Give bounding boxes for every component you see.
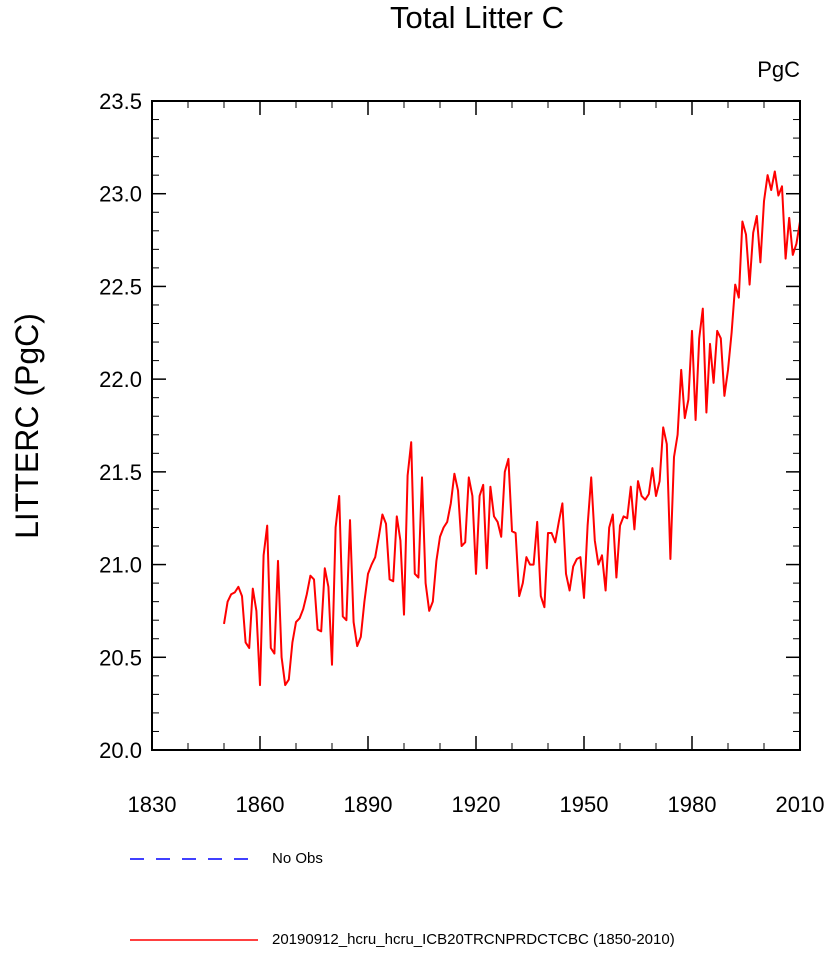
legend-item-no-obs: No Obs xyxy=(130,850,323,867)
y-tick-label: 21.5 xyxy=(99,460,142,485)
axis-ticks: 1830 1860 1890 1920 1950 1980 2010 20.0 20.5 21.0… xyxy=(99,89,824,817)
y-tick-label: 20.5 xyxy=(99,645,142,670)
x-tick-label: 1920 xyxy=(452,792,501,817)
chart-title: Total Litter C xyxy=(390,0,564,35)
legend-swatch-no-obs xyxy=(130,857,258,860)
x-tick-label: 1830 xyxy=(128,792,177,817)
series-group xyxy=(223,170,801,687)
y-tick-label: 23.0 xyxy=(99,182,142,207)
y-tick-label: 21.0 xyxy=(99,553,142,578)
legend-label-model: 20190912_hcru_hcru_ICB20TRCNPRDCTCBC (18… xyxy=(272,931,675,948)
x-tick-label: 1860 xyxy=(236,792,285,817)
legend-label-no-obs: No Obs xyxy=(272,850,323,867)
x-tick-label: 1980 xyxy=(668,792,717,817)
legend-swatch-model xyxy=(130,938,258,941)
units-label: PgC xyxy=(757,57,800,82)
legend-item-model: 20190912_hcru_hcru_ICB20TRCNPRDCTCBC (18… xyxy=(130,931,675,948)
plot-frame xyxy=(151,100,801,751)
x-tick-label: 1950 xyxy=(560,792,609,817)
x-tick-label: 2010 xyxy=(776,792,825,817)
y-axis-label: LITTERC (PgC) xyxy=(9,313,45,539)
y-tick-label: 22.5 xyxy=(99,274,142,299)
series-line-1 xyxy=(223,170,801,687)
x-tick-label: 1890 xyxy=(344,792,393,817)
y-tick-label: 20.0 xyxy=(99,738,142,763)
y-tick-label: 23.5 xyxy=(99,89,142,114)
y-tick-label: 22.0 xyxy=(99,367,142,392)
